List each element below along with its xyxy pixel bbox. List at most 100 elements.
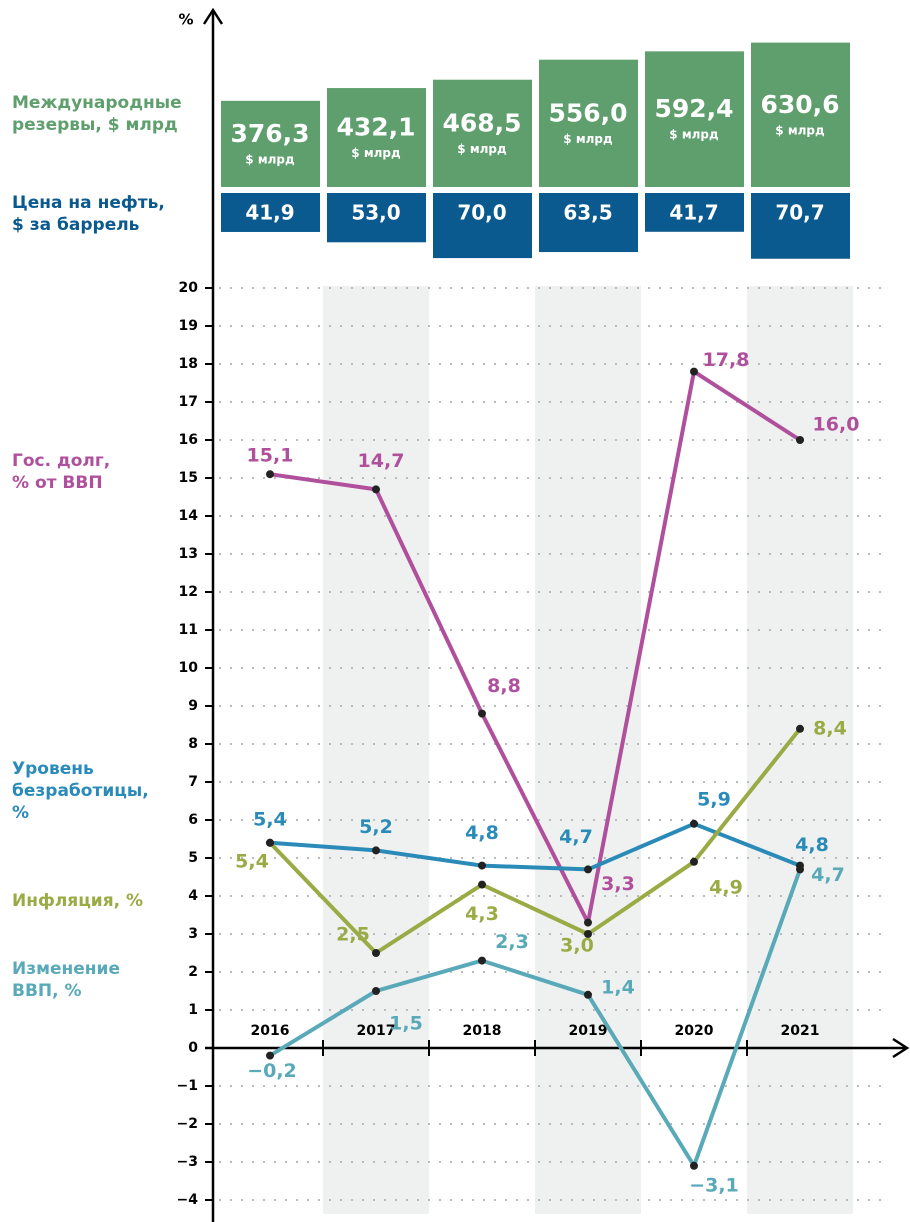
reserve-label: 630,6 — [760, 90, 839, 119]
value-label: 4,9 — [709, 876, 743, 898]
point — [478, 880, 486, 889]
reserve-label: 592,4 — [654, 94, 733, 123]
value-label: 8,8 — [487, 675, 521, 697]
reserve-label: 468,5 — [442, 108, 521, 137]
point — [584, 930, 592, 938]
point — [266, 838, 274, 847]
value-label: 4,8 — [465, 822, 499, 844]
oil-label: 41,7 — [669, 201, 718, 225]
y-tick-label: 4 — [188, 888, 198, 904]
y-tick-label: 8 — [188, 736, 198, 752]
reserve-label: 432,1 — [336, 113, 415, 142]
y-tick-label: 17 — [179, 394, 198, 410]
series-line — [269, 369, 802, 925]
point — [372, 987, 380, 995]
value-label: 3,0 — [560, 935, 594, 957]
legend-reserves: Международные резервы, $ млрд — [12, 93, 182, 135]
value-label: 1,5 — [389, 1013, 423, 1035]
point — [690, 1161, 698, 1170]
value-label: −0,2 — [247, 1060, 297, 1082]
x-tick-label: 2017 — [357, 1023, 396, 1039]
y-tick-label: −4 — [177, 1192, 199, 1208]
point — [690, 857, 698, 866]
point — [266, 470, 274, 479]
oil-label: 53,0 — [351, 201, 400, 225]
y-tick-label: 13 — [179, 546, 198, 562]
y-axis-label: % — [178, 11, 193, 29]
legend-entry: Уровень безработицы, % — [12, 759, 149, 823]
point — [796, 436, 804, 444]
oil-box — [433, 193, 532, 259]
point — [478, 861, 486, 870]
point — [584, 865, 592, 874]
oil-box — [751, 193, 850, 259]
band — [535, 286, 641, 1214]
y-axis-arrow — [202, 7, 224, 25]
reserve-unit: $ млрд — [457, 142, 507, 156]
value-label: 4,7 — [811, 864, 845, 886]
point — [584, 918, 592, 927]
reserve-box — [539, 59, 638, 188]
reserve-box — [221, 100, 320, 187]
value-label: −3,1 — [689, 1174, 739, 1196]
point — [266, 1051, 274, 1060]
value-label: 17,8 — [703, 349, 750, 371]
y-tick-label: 19 — [179, 318, 198, 334]
y-tick-label: 0 — [188, 1040, 198, 1056]
point — [372, 485, 380, 494]
oil-box — [221, 193, 320, 232]
point — [478, 956, 486, 965]
y-tick-label: −3 — [177, 1154, 198, 1170]
reserve-box — [327, 88, 426, 187]
reserve-label: 376,3 — [230, 119, 309, 148]
series-line — [269, 821, 801, 872]
value-label: 4,7 — [559, 826, 593, 848]
band — [323, 286, 429, 1214]
reserve-unit: $ млрд — [351, 146, 401, 160]
reserve-unit: $ млрд — [563, 132, 613, 146]
y-tick-label: 12 — [179, 584, 198, 600]
point — [796, 724, 804, 733]
series-line — [268, 868, 802, 1168]
point — [690, 367, 698, 376]
value-label: 4,3 — [465, 903, 499, 925]
y-tick-label: 16 — [179, 432, 198, 448]
y-tick-label: −1 — [177, 1078, 198, 1094]
value-label: 5,9 — [697, 788, 731, 810]
value-label: 15,1 — [247, 445, 294, 467]
reserve-label: 556,0 — [548, 98, 627, 127]
oil-label: 70,0 — [457, 201, 506, 225]
y-tick-label: 11 — [179, 622, 198, 638]
y-tick-label: 10 — [179, 660, 199, 676]
value-label: 16,0 — [813, 414, 860, 436]
x-tick-label: 2020 — [675, 1023, 714, 1039]
y-tick-label: 20 — [179, 280, 199, 296]
point — [796, 865, 804, 874]
reserve-box — [433, 79, 532, 187]
x-tick-label: 2016 — [251, 1023, 290, 1039]
value-label: 1,4 — [601, 976, 635, 998]
point — [478, 709, 486, 718]
legend-entry: Гос. долг, % от ВВП — [12, 451, 111, 493]
y-tick-label: 14 — [179, 508, 199, 524]
reserve-box — [751, 42, 850, 187]
oil-label: 70,7 — [775, 201, 824, 225]
y-tick-label: 7 — [188, 774, 198, 790]
y-tick-label: 9 — [188, 698, 198, 714]
reserve-unit: $ млрд — [245, 152, 295, 166]
y-tick-label: 2 — [188, 964, 198, 980]
legend-oil: Цена на нефть, $ за баррель — [12, 193, 165, 235]
x-tick-label: 2021 — [781, 1023, 820, 1039]
series-line — [268, 727, 802, 955]
point — [372, 846, 380, 855]
value-label: 5,4 — [235, 850, 269, 872]
point — [584, 990, 592, 999]
x-tick-label: 2018 — [463, 1023, 502, 1039]
point — [690, 819, 698, 828]
reserve-box — [645, 51, 744, 188]
y-tick-label: 6 — [188, 812, 198, 828]
oil-label: 41,9 — [245, 201, 294, 225]
legend-entry: Изменение ВВП, % — [12, 959, 120, 1001]
